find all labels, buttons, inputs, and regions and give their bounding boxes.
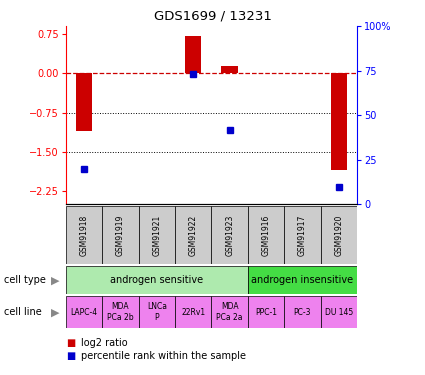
Text: GSM91916: GSM91916 (261, 214, 271, 256)
Text: GSM91922: GSM91922 (189, 214, 198, 256)
Text: GDS1699 / 13231: GDS1699 / 13231 (153, 9, 272, 22)
Text: ▶: ▶ (51, 307, 60, 317)
Bar (185, 36, 201, 74)
Bar (76, 74, 92, 131)
Text: GSM91923: GSM91923 (225, 214, 234, 256)
Text: ■: ■ (66, 351, 75, 361)
Text: GSM91919: GSM91919 (116, 214, 125, 256)
Text: PC-3: PC-3 (294, 308, 311, 316)
Text: 22Rv1: 22Rv1 (181, 308, 205, 316)
Bar (284, 296, 320, 328)
Text: MDA: MDA (112, 302, 129, 311)
Bar (320, 296, 357, 328)
Bar (102, 296, 139, 328)
Text: MDA: MDA (221, 302, 238, 311)
Text: androgen insensitive: androgen insensitive (251, 275, 354, 285)
Bar (139, 206, 175, 264)
Text: GSM91921: GSM91921 (152, 214, 162, 256)
Text: DU 145: DU 145 (325, 308, 353, 316)
Bar (212, 296, 248, 328)
Text: PCa 2b: PCa 2b (107, 314, 134, 322)
Text: percentile rank within the sample: percentile rank within the sample (81, 351, 246, 361)
Text: androgen sensitive: androgen sensitive (110, 275, 204, 285)
Text: P: P (155, 314, 159, 322)
Bar (248, 266, 357, 294)
Bar (284, 206, 320, 264)
Bar (248, 296, 284, 328)
Text: PCa 2a: PCa 2a (216, 314, 243, 322)
Bar (139, 296, 175, 328)
Text: PPC-1: PPC-1 (255, 308, 277, 316)
Text: log2 ratio: log2 ratio (81, 338, 128, 348)
Text: LNCa: LNCa (147, 302, 167, 311)
Bar (175, 296, 212, 328)
Text: LAPC-4: LAPC-4 (71, 308, 98, 316)
Bar (175, 206, 212, 264)
Text: cell type: cell type (4, 275, 46, 285)
Bar (221, 66, 238, 74)
Bar (66, 206, 102, 264)
Bar (212, 206, 248, 264)
Bar (102, 206, 139, 264)
Text: GSM91918: GSM91918 (79, 214, 88, 256)
Text: GSM91920: GSM91920 (334, 214, 343, 256)
Text: ■: ■ (66, 338, 75, 348)
Text: cell line: cell line (4, 307, 42, 317)
Text: ▶: ▶ (51, 275, 60, 285)
Text: GSM91917: GSM91917 (298, 214, 307, 256)
Bar (66, 266, 248, 294)
Bar (248, 206, 284, 264)
Bar (331, 74, 347, 170)
Bar (320, 206, 357, 264)
Bar (66, 296, 102, 328)
